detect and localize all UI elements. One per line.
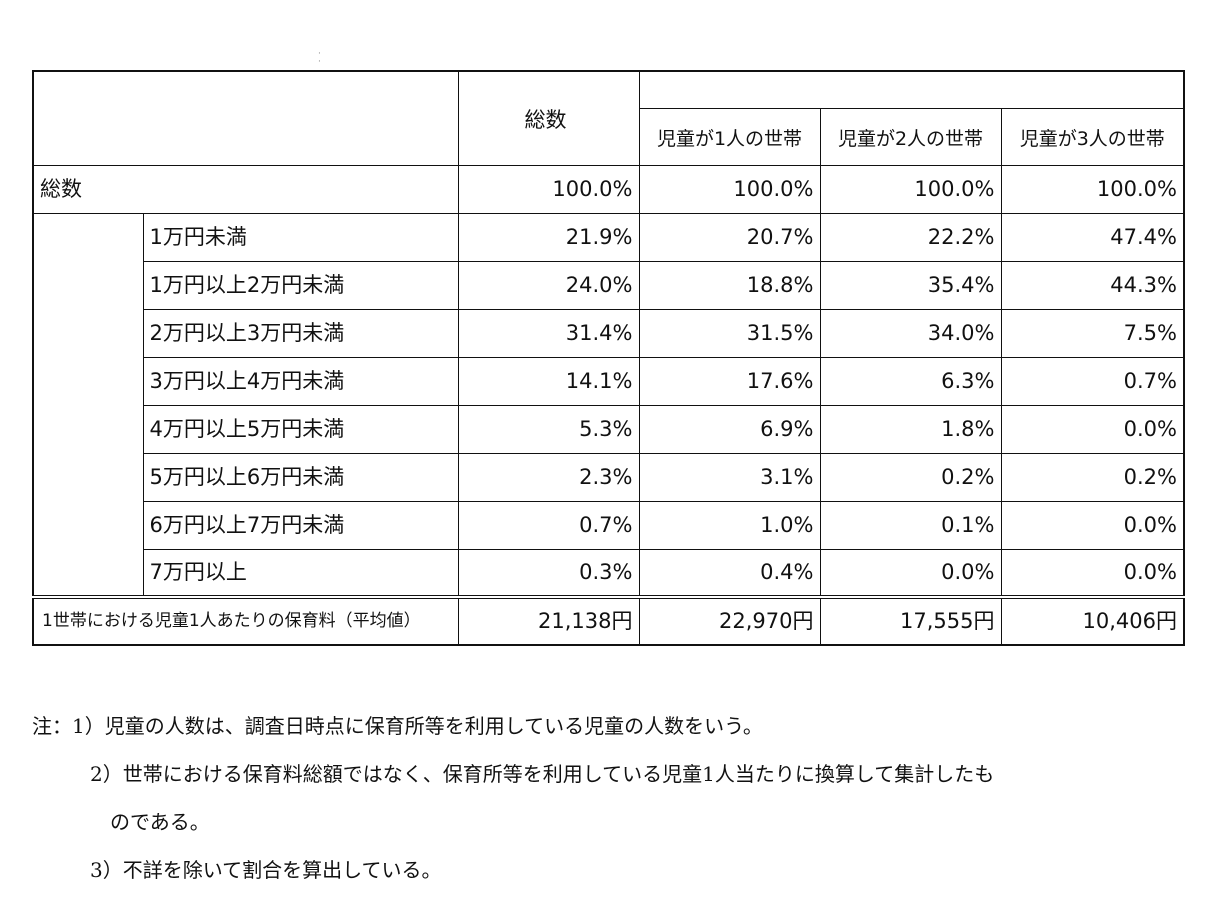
cell-value: 0.4% [638, 548, 821, 598]
cell-value: 0.7% [1000, 356, 1185, 406]
cell-value: 0.0% [1000, 548, 1185, 598]
table-row: 3万円以上4万円未満 14.1% 17.6% 6.3% 0.7% [33, 356, 1185, 406]
cell-value: 18.8% [638, 260, 821, 310]
row-label: 7万円以上 [142, 548, 459, 598]
cell-value: 24.0% [457, 260, 640, 310]
column-header-2-children: 児童が2人の世帯 [819, 107, 1002, 166]
cell-value: 0.0% [1000, 500, 1185, 550]
cell-value: 35.4% [819, 260, 1002, 310]
cell-value: 1.8% [819, 404, 1002, 454]
table-row: 1万円未満 21.9% 20.7% 22.2% 47.4% [32, 212, 1185, 598]
cell-value: 100.0% [1000, 164, 1185, 214]
cell-value: 100.0% [457, 164, 640, 214]
cell-value: 3.1% [638, 452, 821, 502]
cell-value: 0.0% [819, 548, 1002, 598]
cell-value: 100.0% [638, 164, 821, 214]
table-row: 2万円以上3万円未満 31.4% 31.5% 34.0% 7.5% [33, 308, 1185, 358]
table-row-total: 総数 100.0% 100.0% 100.0% 100.0% [32, 164, 1185, 214]
row-label: 5万円以上6万円未満 [142, 452, 459, 502]
table-row: 4万円以上5万円未満 5.3% 6.9% 1.8% 0.0% [33, 404, 1185, 454]
cell-value: 10,406円 [1000, 595, 1185, 646]
cell-value: 0.1% [819, 500, 1002, 550]
cell-value: 31.4% [457, 308, 640, 358]
note-2: 2）世帯における保育料総額ではなく、保育所等を利用している児童1人当たりに換算し… [90, 762, 995, 786]
cell-value: 22.2% [819, 212, 1002, 262]
cell-value: 22,970円 [638, 595, 821, 646]
cell-value: 47.4% [1000, 212, 1185, 262]
row-label: 1万円未満 [142, 212, 459, 262]
table-row-average: 1世帯における児童1人あたりの保育料（平均値） 21,138円 22,970円 … [32, 595, 1185, 646]
row-indent-spacer [32, 213, 144, 598]
cell-value: 1.0% [638, 500, 821, 550]
cell-value: 21,138円 [457, 595, 640, 646]
row-label: 6万円以上7万円未満 [142, 500, 459, 550]
table-row: 1万円以上2万円未満 24.0% 18.8% 35.4% 44.3% [33, 260, 1185, 310]
table-row: 7万円以上 0.3% 0.4% 0.0% 0.0% [33, 548, 1185, 598]
cell-value: 0.2% [1000, 452, 1185, 502]
cell-value: 5.3% [457, 404, 640, 454]
stray-mark: · · [318, 49, 335, 67]
cell-value: 0.2% [819, 452, 1002, 502]
cell-value: 0.0% [1000, 404, 1185, 454]
cell-value: 17.6% [638, 356, 821, 406]
cell-value: 31.5% [638, 308, 821, 358]
row-label-average: 1世帯における児童1人あたりの保育料（平均値） [32, 595, 459, 646]
cell-value: 0.3% [457, 548, 640, 598]
row-label: 4万円以上5万円未満 [142, 404, 459, 454]
row-label-total: 総数 [32, 164, 459, 214]
cell-value: 100.0% [819, 164, 1002, 214]
header-corner-cell [32, 70, 459, 166]
cell-value: 0.7% [457, 500, 640, 550]
table-row: 6万円以上7万円未満 0.7% 1.0% 0.1% 0.0% [33, 500, 1185, 550]
note-1: 注：1）児童の人数は、調査日時点に保育所等を利用している児童の人数をいう。 [32, 714, 763, 738]
cell-value: 21.9% [457, 212, 640, 262]
fee-distribution-table: 総数 児童が1人の世帯 児童が2人の世帯 児童が3人の世帯 総数 100.0% … [32, 70, 1185, 646]
column-header-1-child: 児童が1人の世帯 [638, 107, 821, 166]
cell-value: 17,555円 [819, 595, 1002, 646]
cell-value: 7.5% [1000, 308, 1185, 358]
cell-value: 44.3% [1000, 260, 1185, 310]
cell-value: 20.7% [638, 212, 821, 262]
column-header-3-children: 児童が3人の世帯 [1000, 107, 1185, 166]
row-label: 3万円以上4万円未満 [142, 356, 459, 406]
notes-block: 注：1）児童の人数は、調査日時点に保育所等を利用している児童の人数をいう。 2）… [32, 702, 1192, 894]
cell-value: 2.3% [457, 452, 640, 502]
header-group-spacer [638, 70, 1185, 108]
row-label: 1万円以上2万円未満 [142, 260, 459, 310]
cell-value: 6.3% [819, 356, 1002, 406]
note-3: 3）不詳を除いて割合を算出している。 [90, 858, 442, 882]
cell-value: 6.9% [638, 404, 821, 454]
cell-value: 14.1% [457, 356, 640, 406]
header-total: 総数 [457, 70, 640, 166]
row-label: 2万円以上3万円未満 [142, 308, 459, 358]
cell-value: 34.0% [819, 308, 1002, 358]
header-row-top: 総数 [32, 70, 1185, 166]
table-row: 5万円以上6万円未満 2.3% 3.1% 0.2% 0.2% [33, 452, 1185, 502]
note-2-continued: のである。 [110, 810, 210, 834]
header-row-columns: 児童が1人の世帯 児童が2人の世帯 児童が3人の世帯 [33, 107, 1185, 166]
